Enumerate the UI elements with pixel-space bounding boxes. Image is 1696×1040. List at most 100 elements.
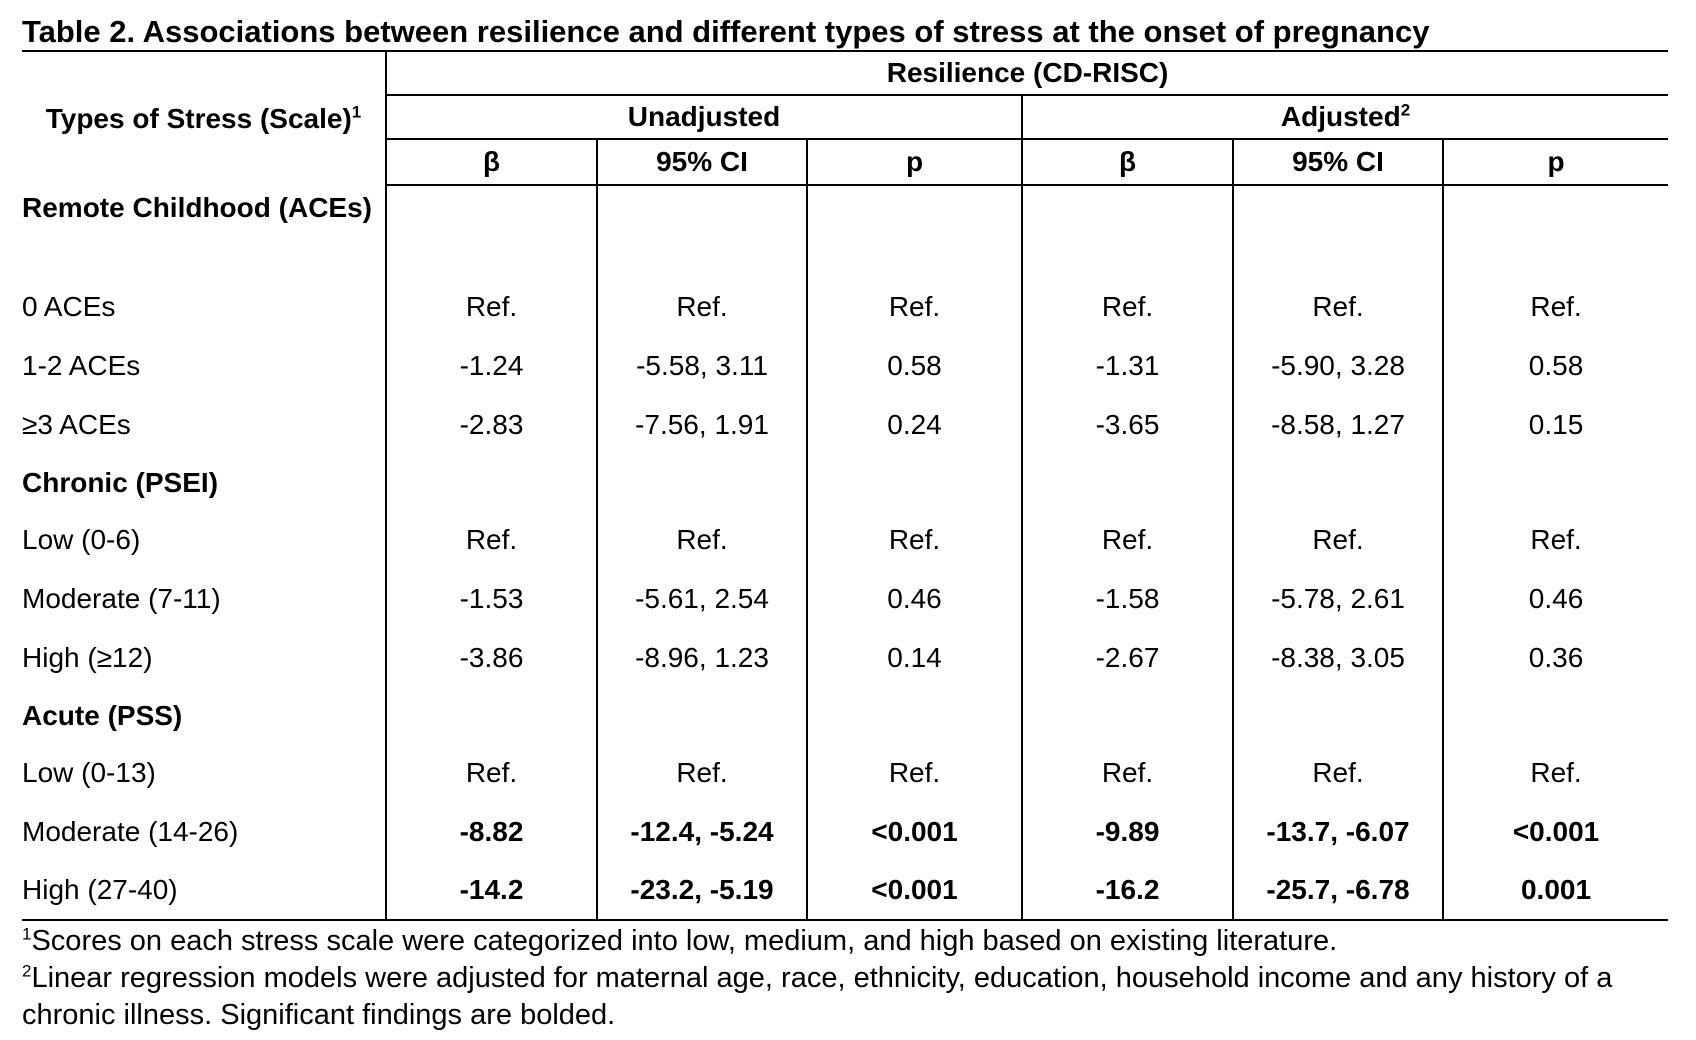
- empty-cell: [1021, 454, 1233, 510]
- value-cell: Ref.: [806, 277, 1022, 336]
- footnote-2: 2Linear regression models were adjusted …: [22, 961, 1613, 1031]
- empty-cell: [596, 185, 807, 277]
- table-row: High (27-40) -14.2 -23.2, -5.19 <0.001 -16.2…: [22, 861, 1669, 920]
- section-label: Acute (PSS): [22, 699, 183, 731]
- col-header: 95% CI: [1232, 139, 1443, 186]
- value-cell: -13.7, -6.07: [1232, 802, 1443, 861]
- value-cell: -8.82: [385, 802, 597, 861]
- value-cell: -12.4, -5.24: [596, 802, 807, 861]
- value-cell: Ref.: [1021, 743, 1233, 802]
- table-row: Moderate (14-26) -8.82 -12.4, -5.24 <0.001-…: [22, 802, 1669, 861]
- value-cell: Ref.: [1232, 510, 1443, 569]
- value-cell: Ref.: [1441, 277, 1669, 336]
- value-cell: Ref.: [806, 510, 1022, 569]
- value-cell: -3.86: [385, 628, 597, 687]
- value-cell: -1.24: [385, 336, 597, 395]
- row-header: Types of Stress (Scale)1: [22, 51, 386, 185]
- value-cell: 0.001: [1441, 861, 1669, 920]
- value-cell: Ref.: [1021, 277, 1233, 336]
- empty-cell: [1232, 454, 1443, 510]
- value-cell: Ref.: [596, 277, 807, 336]
- row-label: High (27-40): [22, 874, 178, 905]
- table-row: 0 ACEs Ref. Ref. Ref. Ref. Ref. Ref.: [22, 277, 1669, 336]
- value-cell: -25.7, -6.78: [1232, 861, 1443, 920]
- row-header-sup: 1: [351, 102, 362, 122]
- col-header: β: [1021, 139, 1233, 186]
- row-label: Moderate (14-26): [22, 815, 239, 847]
- group-header-adjusted: Adjusted2: [1020, 95, 1669, 140]
- value-cell: <0.001: [806, 861, 1022, 920]
- value-cell: Ref.: [1232, 743, 1443, 802]
- value-cell: 0.14: [806, 628, 1022, 687]
- table-row: 1-2 ACEs -1.24 -5.58, 3.11 0.58 -1.31 -5.90, …: [22, 336, 1669, 395]
- empty-cell: [596, 454, 807, 510]
- table-row: Moderate (7-11) -1.53 -5.61, 2.54 0.46 -1.58…: [22, 569, 1669, 628]
- value-cell: -7.56, 1.91: [596, 395, 807, 454]
- col-header: p: [806, 139, 1022, 186]
- col-header: β: [385, 139, 597, 186]
- section-row: Acute (PSS): [22, 687, 1669, 743]
- value-cell: -8.38, 3.05: [1232, 628, 1443, 687]
- row-label: Low (0-13): [22, 756, 156, 788]
- empty-cell: [1441, 454, 1669, 510]
- value-cell: -3.65: [1021, 395, 1233, 454]
- value-cell: -5.61, 2.54: [596, 569, 807, 628]
- value-cell: 0.46: [806, 569, 1022, 628]
- section-label: Remote Childhood (ACEs): [22, 192, 372, 223]
- row-label: 1-2 ACEs: [22, 349, 141, 381]
- value-cell: 0.36: [1441, 628, 1669, 687]
- value-cell: Ref.: [385, 510, 597, 569]
- table-row: Low (0-6) Ref. Ref. Ref. Ref. Ref. Ref.: [22, 510, 1669, 569]
- row-label: Moderate (7-11): [22, 582, 221, 614]
- value-cell: Ref.: [1021, 510, 1233, 569]
- empty-cell: [806, 454, 1022, 510]
- table-row: ≥3 ACEs -2.83 -7.56, 1.91 0.24 -3.65 -8.58, 1…: [22, 395, 1669, 454]
- empty-cell: [806, 687, 1022, 743]
- value-cell: -1.31: [1021, 336, 1233, 395]
- super-group-header: Resilience (CD-RISC): [384, 51, 1669, 96]
- row-label: Low (0-6): [22, 523, 141, 555]
- value-cell: Ref.: [596, 743, 807, 802]
- value-cell: -8.96, 1.23: [596, 628, 807, 687]
- empty-cell: [1021, 185, 1233, 277]
- value-cell: 0.58: [806, 336, 1022, 395]
- value-cell: 0.46: [1441, 569, 1669, 628]
- value-cell: Ref.: [385, 743, 597, 802]
- empty-cell: [385, 185, 597, 277]
- empty-cell: [806, 185, 1022, 277]
- empty-cell: [596, 687, 807, 743]
- value-cell: -2.67: [1021, 628, 1233, 687]
- row-header-label: Types of Stress (Scale): [45, 102, 352, 134]
- value-cell: -9.89: [1021, 802, 1233, 861]
- value-cell: -2.83: [385, 395, 597, 454]
- value-cell: <0.001: [806, 802, 1022, 861]
- value-cell: -1.58: [1021, 569, 1233, 628]
- table-row: Low (0-13) Ref. Ref. Ref. Ref. Ref. Ref.: [22, 743, 1669, 802]
- value-cell: Ref.: [1441, 510, 1669, 569]
- col-header: p: [1441, 139, 1669, 186]
- value-cell: -14.2: [385, 861, 597, 920]
- row-label: High (≥12): [22, 641, 153, 673]
- value-cell: -5.90, 3.28: [1232, 336, 1443, 395]
- document: Table 2. Associations between resilience…: [22, 14, 1669, 1034]
- table-row: High (≥12) -3.86 -8.96, 1.23 0.14 -2.67 -8.38…: [22, 628, 1669, 687]
- empty-cell: [1441, 687, 1669, 743]
- value-cell: 0.24: [806, 395, 1022, 454]
- value-cell: -16.2: [1021, 861, 1233, 920]
- group-header-unadjusted: Unadjusted: [385, 95, 1022, 140]
- empty-cell: [1232, 185, 1443, 277]
- value-cell: Ref.: [1232, 277, 1443, 336]
- value-cell: 0.15: [1441, 395, 1669, 454]
- empty-cell: [1021, 687, 1233, 743]
- empty-cell: [1441, 185, 1669, 277]
- section-label: Chronic (PSEI): [22, 466, 219, 498]
- row-label: 0 ACEs: [22, 290, 116, 322]
- value-cell: -5.78, 2.61: [1232, 569, 1443, 628]
- value-cell: -5.58, 3.11: [596, 336, 807, 395]
- results-table: Types of Stress (Scale)1 Resilience (CD-…: [22, 50, 1669, 921]
- empty-cell: [385, 687, 597, 743]
- row-label: ≥3 ACEs: [22, 408, 131, 440]
- table-title: Table 2. Associations between resilience…: [22, 14, 1430, 49]
- value-cell: 0.58: [1441, 336, 1669, 395]
- section-row: Remote Childhood (ACEs): [22, 185, 1669, 277]
